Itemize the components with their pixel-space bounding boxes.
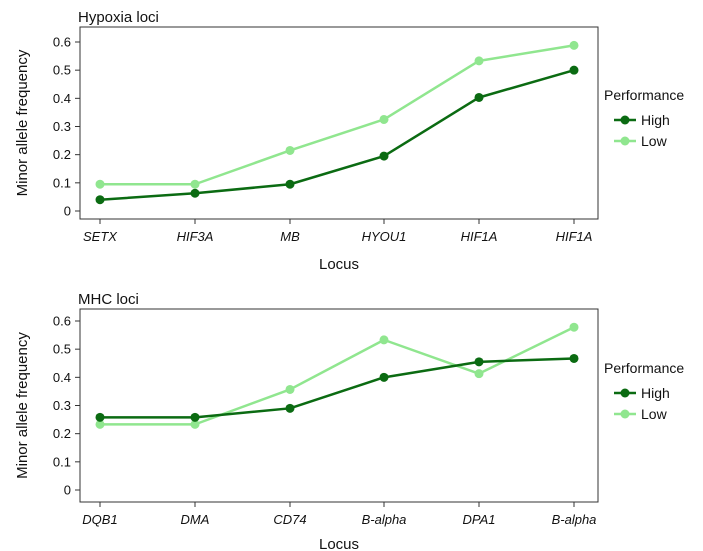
x-tick-label: DMA [181, 512, 210, 527]
y-tick-label: 0.2 [53, 426, 71, 441]
y-tick-label: 0.4 [53, 91, 71, 106]
y-tick-label: 0.1 [53, 454, 71, 469]
y-tick-label: 0.6 [53, 35, 71, 50]
series-line-high [100, 357, 575, 419]
data-point-high [190, 412, 200, 422]
x-tick-label: HYOU1 [362, 229, 407, 244]
y-tick-label: 0.6 [53, 314, 71, 329]
x-tick-label: HIF3A [177, 229, 214, 244]
legend-title: Performance [604, 87, 684, 103]
y-tick-label: 0.4 [53, 370, 71, 385]
data-point-low [569, 40, 579, 50]
legend-label: Low [641, 133, 668, 149]
legend-swatch-marker [620, 409, 630, 419]
legend-label: High [641, 385, 670, 401]
data-point-low [285, 145, 295, 155]
data-point-high [379, 372, 389, 382]
legend-swatch-marker [620, 136, 630, 146]
data-point-high [569, 65, 579, 75]
data-point-high [569, 353, 579, 363]
data-point-low [379, 335, 389, 345]
data-point-high [285, 403, 295, 413]
data-point-high [474, 357, 484, 367]
plot-frame [79, 308, 599, 503]
chart-panel-2: MHC loci 0 0.1 0.2 0.3 0.4 0.5 0.6 DQB1 DMA CD74 B-… [14, 291, 684, 551]
y-tick-label: 0 [64, 204, 71, 219]
x-tick-label: CD74 [273, 512, 306, 527]
data-point-high [95, 412, 105, 422]
data-point-high [95, 195, 105, 205]
data-point-low [379, 114, 389, 124]
data-point-high [474, 92, 484, 102]
legend-label: High [641, 112, 670, 128]
y-tick-label: 0.5 [53, 342, 71, 357]
legend-swatch-marker [620, 388, 630, 398]
data-point-low [474, 56, 484, 66]
y-tick-label: 0.3 [53, 398, 71, 413]
x-tick-label: HIF1A [556, 229, 593, 244]
data-point-high [285, 179, 295, 189]
chart-title: MHC loci [78, 291, 139, 308]
data-point-high [379, 151, 389, 161]
series-line-low [100, 44, 575, 186]
x-tick-label: DQB1 [82, 512, 117, 527]
plot-frame [79, 26, 599, 220]
x-tick-label: HIF1A [461, 229, 498, 244]
data-point-low [569, 322, 579, 332]
y-axis-label: Minor allele frequency [14, 332, 31, 479]
chart-title: Hypoxia loci [78, 9, 159, 26]
chart-panel-1: Hypoxia loci 0 0.1 0.2 0.3 0.4 0.5 0.6 SETX HIF3A… [14, 9, 684, 273]
series-line-low [100, 326, 575, 426]
series-line-high [99, 68, 575, 201]
data-point-low [190, 179, 200, 189]
x-tick-label: DPA1 [463, 512, 496, 527]
legend-title: Performance [604, 360, 684, 376]
x-tick-label: MB [280, 229, 300, 244]
y-tick-label: 0.5 [53, 63, 71, 78]
y-axis-label: Minor allele frequency [14, 49, 31, 196]
data-point-low [285, 384, 295, 394]
x-axis-label: Locus [319, 256, 359, 273]
data-point-low [95, 179, 105, 189]
y-tick-label: 0.2 [53, 147, 71, 162]
data-point-high [190, 188, 200, 198]
x-axis-label: Locus [319, 536, 359, 551]
y-tick-label: 0.3 [53, 119, 71, 134]
y-tick-label: 0 [64, 483, 71, 498]
y-tick-label: 0.1 [53, 175, 71, 190]
x-tick-label: B-alpha [552, 512, 597, 527]
x-tick-label: SETX [83, 229, 118, 244]
x-tick-label: B-alpha [362, 512, 407, 527]
data-point-low [95, 419, 105, 429]
legend-swatch-marker [620, 115, 630, 125]
data-point-low [474, 369, 484, 379]
legend-label: Low [641, 406, 668, 422]
data-point-low [190, 419, 200, 429]
